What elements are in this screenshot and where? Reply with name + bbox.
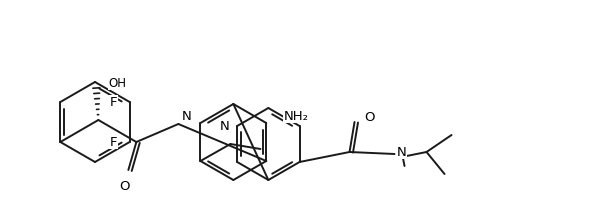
Text: N: N xyxy=(181,109,191,123)
Text: F: F xyxy=(110,135,118,149)
Text: N: N xyxy=(219,119,229,133)
Text: OH: OH xyxy=(108,77,127,89)
Text: F: F xyxy=(110,95,118,109)
Text: NH₂: NH₂ xyxy=(283,109,308,123)
Text: O: O xyxy=(365,111,375,123)
Text: N: N xyxy=(397,145,406,159)
Text: O: O xyxy=(119,180,129,193)
